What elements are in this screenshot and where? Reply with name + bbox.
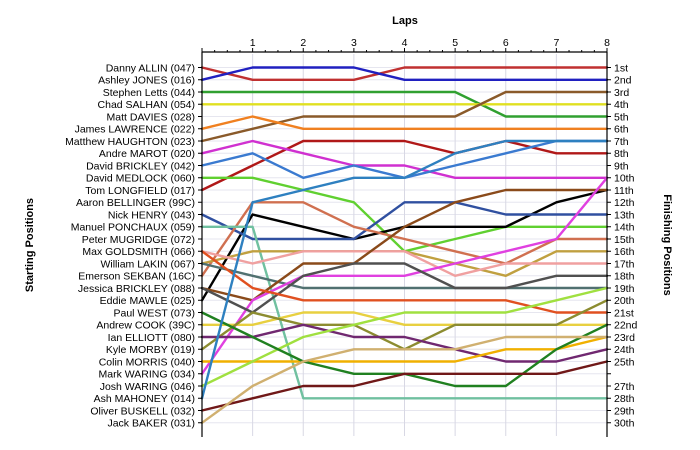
series-line <box>200 188 609 302</box>
starting-position-labels: Danny ALLIN (047)Ashley JONES (016)Steph… <box>65 62 195 429</box>
finish-label: 29th <box>614 405 635 417</box>
driver-label: Max GOLDSMITH (066) <box>82 246 195 258</box>
driver-label: Matt DAVIES (028) <box>106 111 195 123</box>
series-line <box>200 250 609 314</box>
finishing-position-labels: 1st2nd3rd4th5th6th7th8th9th10th11th12th1… <box>614 62 638 429</box>
lap-tick-labels: 1 2 3 4 5 6 7 8 <box>250 37 610 49</box>
finish-label: 12th <box>614 197 635 209</box>
driver-label: Stephen Letts (044) <box>103 87 195 99</box>
series-line <box>200 201 609 241</box>
y-axis-title-left: Starting Positions <box>24 198 36 292</box>
driver-label: Ian ELLIOTT (080) <box>108 332 195 344</box>
series-line <box>200 360 609 412</box>
driver-label: Tom LONGFIELD (017) <box>85 185 195 197</box>
finish-label: 7th <box>614 136 629 148</box>
series-line <box>200 201 609 277</box>
x-tick-label: 3 <box>351 37 357 49</box>
finish-label: 24th <box>614 344 635 356</box>
driver-label: James LAWRENCE (022) <box>75 124 195 136</box>
series-line <box>200 115 609 131</box>
series-line <box>200 262 609 314</box>
driver-label: Andre MAROT (020) <box>99 148 195 160</box>
series-line <box>200 139 609 400</box>
driver-label: Danny ALLIN (047) <box>106 62 195 74</box>
x-axis-title: Laps <box>392 15 418 27</box>
series-line <box>200 90 609 143</box>
finish-label: 16th <box>614 246 635 258</box>
finish-label: 30th <box>614 418 635 430</box>
series-line <box>200 286 609 388</box>
driver-label: Jack BAKER (031) <box>107 418 195 430</box>
finish-label: 1st <box>614 62 628 74</box>
finish-label: 15th <box>614 234 635 246</box>
finish-label: 9th <box>614 160 629 172</box>
driver-label: Colin MORRIS (040) <box>99 356 195 368</box>
series-line <box>200 250 609 277</box>
driver-label: Chad SALHAN (054) <box>98 99 195 111</box>
finish-label: 2nd <box>614 75 632 87</box>
driver-label: Ash MAHONEY (014) <box>94 393 195 405</box>
driver-label: Kyle MORBY (019) <box>106 344 195 356</box>
driver-label: Andrew COOK (39C) <box>96 320 195 332</box>
driver-label: David BRICKLEY (042) <box>86 160 195 172</box>
driver-label: Oliver BUSKELL (032) <box>90 405 195 417</box>
driver-label: Manuel PONCHAUX (059) <box>71 222 195 234</box>
driver-label: Ashley JONES (016) <box>98 75 195 87</box>
x-tick-label: 4 <box>402 37 408 49</box>
finish-label: 20th <box>614 295 635 307</box>
finish-label: 23rd <box>614 332 635 344</box>
finish-label: 10th <box>614 173 635 185</box>
driver-label: Josh WARING (046) <box>100 381 195 393</box>
x-tick-label: 7 <box>553 37 559 49</box>
x-tick-label: 6 <box>503 37 509 49</box>
driver-label: Matthew HAUGHTON (023) <box>65 136 195 148</box>
x-tick-label: 2 <box>300 37 306 49</box>
finish-label: 19th <box>614 283 635 295</box>
finish-label: 3rd <box>614 87 629 99</box>
finish-label: 28th <box>614 393 635 405</box>
axes <box>198 48 611 437</box>
finish-label: 13th <box>614 209 635 221</box>
x-tick-label: 1 <box>250 37 256 49</box>
finish-label: 5th <box>614 111 629 123</box>
finish-label: 22nd <box>614 320 638 332</box>
driver-label: William LAKIN (067) <box>100 258 195 270</box>
finish-label: 6th <box>614 124 629 136</box>
driver-label: David MEDLOCK (060) <box>86 173 195 185</box>
series-line <box>200 335 609 363</box>
series-line <box>200 66 609 82</box>
driver-label: Mark WARING (034) <box>99 369 195 381</box>
finish-label: 8th <box>614 148 629 160</box>
series-line <box>200 225 609 400</box>
driver-label: Peter MUGRIDGE (072) <box>82 234 195 246</box>
series-line <box>200 90 609 118</box>
series-line <box>200 139 609 192</box>
driver-label: Aaron BELLINGER (99C) <box>76 197 195 209</box>
series-line <box>200 66 609 82</box>
x-tick-label: 8 <box>604 37 610 49</box>
series-line <box>200 139 609 180</box>
driver-label: Paul WEST (073) <box>113 307 195 319</box>
finish-label: 25th <box>614 356 635 368</box>
series-line <box>200 262 609 290</box>
driver-label: Nick HENRY (043) <box>108 209 195 221</box>
series-layer <box>200 66 609 424</box>
finish-label: 11th <box>614 185 634 197</box>
finish-label: 4th <box>614 99 629 111</box>
x-tick-label: 5 <box>452 37 458 49</box>
finish-label: 27th <box>614 381 635 393</box>
finish-label: 17th <box>614 258 635 270</box>
finish-label: 18th <box>614 271 635 283</box>
driver-label: Eddie MAWLE (025) <box>100 295 195 307</box>
driver-label: Jessica BRICKLEY (088) <box>78 283 195 295</box>
series-line <box>200 335 609 424</box>
y-axis-title-right: Finishing Positions <box>661 194 673 295</box>
finish-label: 21st <box>614 307 634 319</box>
finish-label: 14th <box>614 222 635 234</box>
driver-label: Emerson SEKBAN (16C) <box>78 271 195 283</box>
